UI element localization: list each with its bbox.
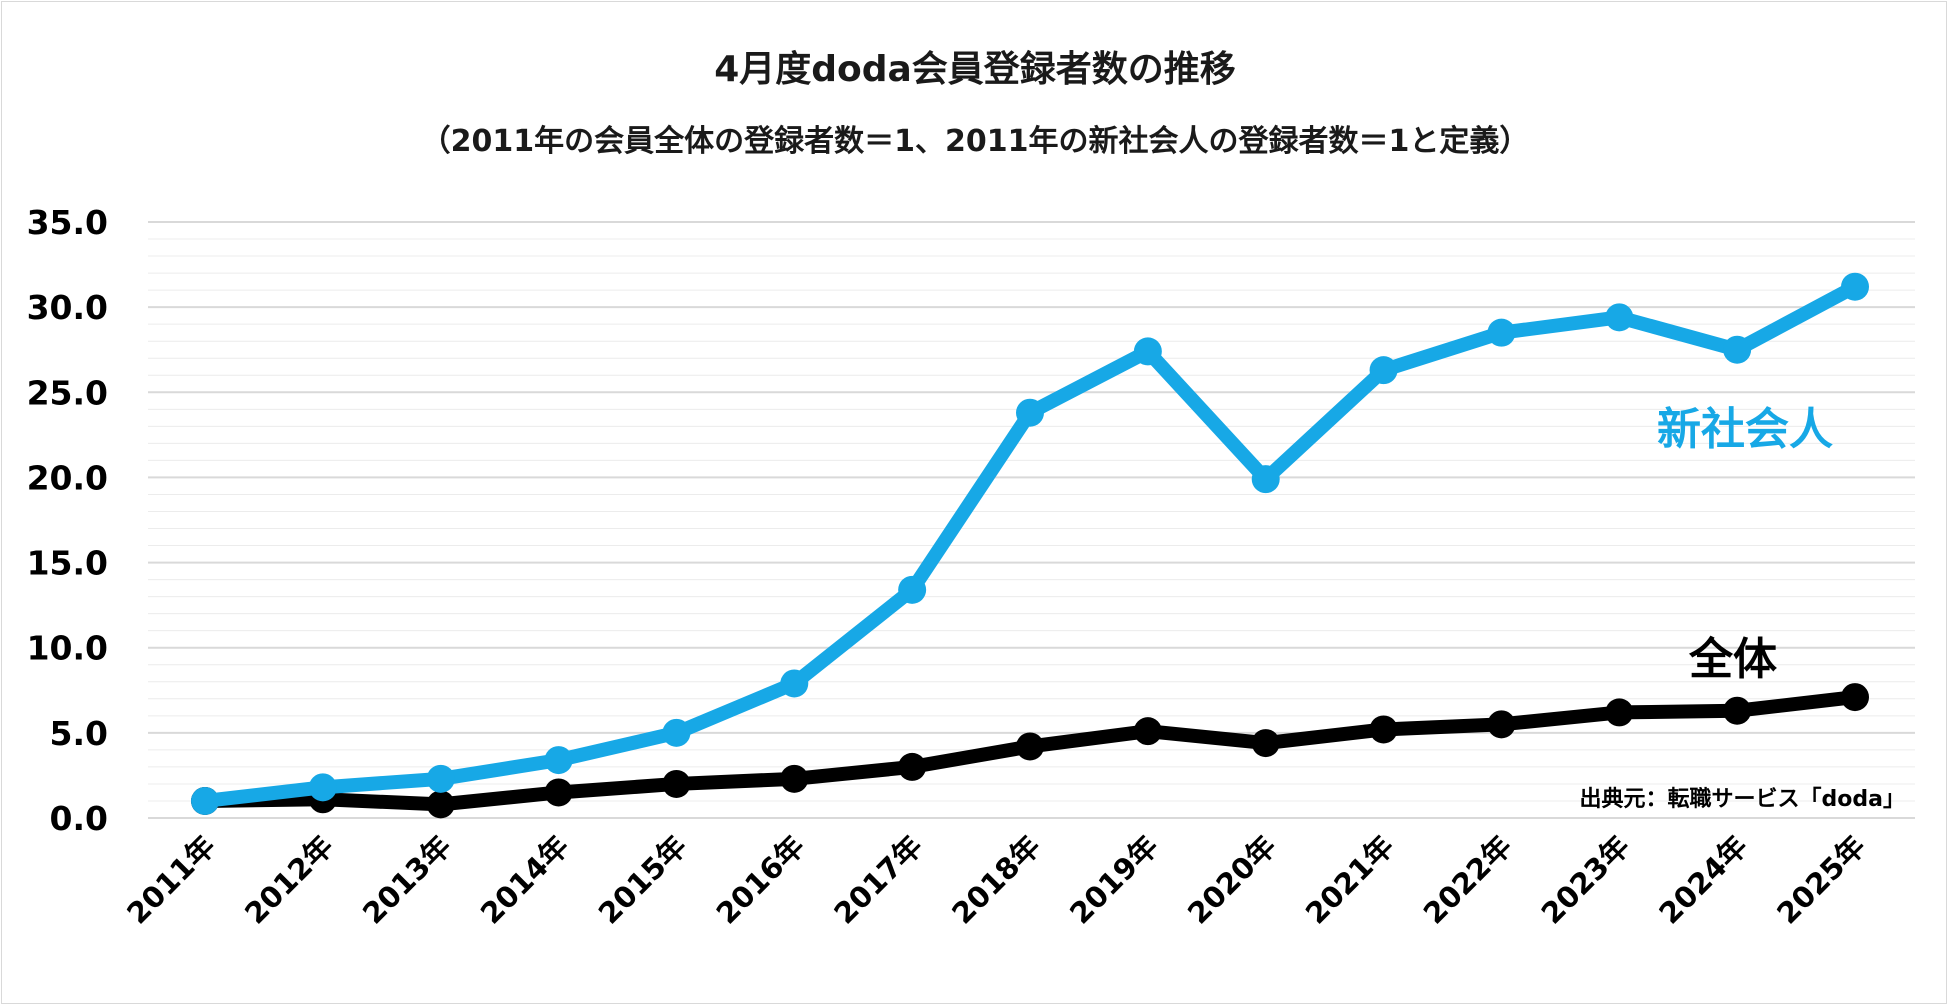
source-note: 出典元：転職サービス「doda」 bbox=[1580, 786, 1905, 812]
data-point-all bbox=[1133, 717, 1162, 746]
x-tick-label: 2019年 bbox=[1063, 829, 1165, 931]
data-point-all bbox=[898, 752, 927, 781]
data-point-all bbox=[1251, 729, 1280, 758]
y-tick-label: 0.0 bbox=[50, 799, 108, 838]
x-tick-label: 2023年 bbox=[1535, 829, 1637, 931]
chart-subtitle: （2011年の会員全体の登録者数＝1、2011年の新社会人の登録者数＝1と定義） bbox=[420, 124, 1530, 159]
data-point-all bbox=[1016, 732, 1044, 761]
y-tick-label: 35.0 bbox=[27, 203, 108, 242]
data-point-new-grads bbox=[1841, 272, 1869, 301]
data-point-new-grads bbox=[1369, 356, 1398, 385]
grid-lines bbox=[148, 221, 1915, 819]
series-label-new-grads: 新社会人 bbox=[1657, 404, 1833, 455]
x-tick-label: 2025年 bbox=[1770, 829, 1872, 931]
y-tick-label: 15.0 bbox=[27, 544, 108, 583]
x-tick-label: 2022年 bbox=[1417, 829, 1519, 931]
data-point-new-grads bbox=[1723, 335, 1752, 364]
data-point-all bbox=[662, 769, 691, 798]
y-tick-label: 30.0 bbox=[27, 288, 108, 327]
data-point-all bbox=[1605, 698, 1634, 727]
data-point-new-grads bbox=[1133, 337, 1162, 366]
data-point-new-grads bbox=[191, 786, 219, 815]
data-point-all bbox=[544, 778, 573, 807]
x-tick-label: 2018年 bbox=[945, 829, 1047, 931]
data-point-all bbox=[1841, 683, 1869, 712]
x-tick-label: 2021年 bbox=[1299, 829, 1401, 931]
data-point-new-grads bbox=[544, 746, 573, 775]
x-tick-label: 2017年 bbox=[827, 829, 929, 931]
x-axis-ticks: 2011年 2012年 2013年 2014年 2015年 2016年 2017年 2018年… bbox=[120, 829, 1872, 931]
y-tick-label: 25.0 bbox=[27, 373, 108, 412]
data-point-all bbox=[780, 764, 809, 793]
data-point-new-grads bbox=[1251, 465, 1280, 494]
y-tick-label: 10.0 bbox=[27, 629, 108, 668]
y-tick-label: 5.0 bbox=[50, 714, 108, 753]
x-tick-label: 2011年 bbox=[120, 829, 222, 931]
data-point-new-grads bbox=[780, 669, 809, 698]
y-tick-label: 20.0 bbox=[27, 458, 108, 497]
data-point-all bbox=[1723, 696, 1752, 725]
series-group bbox=[191, 272, 1869, 819]
data-point-new-grads bbox=[1605, 303, 1634, 332]
x-tick-label: 2016年 bbox=[710, 829, 812, 931]
data-point-new-grads bbox=[662, 718, 691, 747]
data-point-new-grads bbox=[1016, 398, 1044, 427]
x-tick-label: 2012年 bbox=[238, 829, 340, 931]
x-tick-label: 2014年 bbox=[474, 829, 576, 931]
data-point-all bbox=[1369, 715, 1398, 744]
y-axis-ticks: 0.0 5.0 10.0 15.0 20.0 25.0 30.0 35.0 bbox=[27, 203, 108, 838]
x-tick-label: 2013年 bbox=[356, 829, 458, 931]
x-tick-label: 2020年 bbox=[1181, 829, 1283, 931]
data-point-new-grads bbox=[426, 764, 455, 793]
series-line-new-grads bbox=[198, 279, 1862, 808]
data-point-all bbox=[1487, 710, 1516, 739]
x-tick-label: 2015年 bbox=[592, 829, 694, 931]
x-tick-label: 2024年 bbox=[1652, 829, 1754, 931]
data-point-new-grads bbox=[1487, 318, 1516, 347]
series-label-all: 全体 bbox=[1688, 634, 1777, 685]
data-point-new-grads bbox=[308, 773, 337, 802]
data-point-new-grads bbox=[898, 575, 927, 604]
chart-title: 4月度doda会員登録者数の推移 bbox=[714, 49, 1236, 90]
data-point-all bbox=[426, 790, 455, 819]
